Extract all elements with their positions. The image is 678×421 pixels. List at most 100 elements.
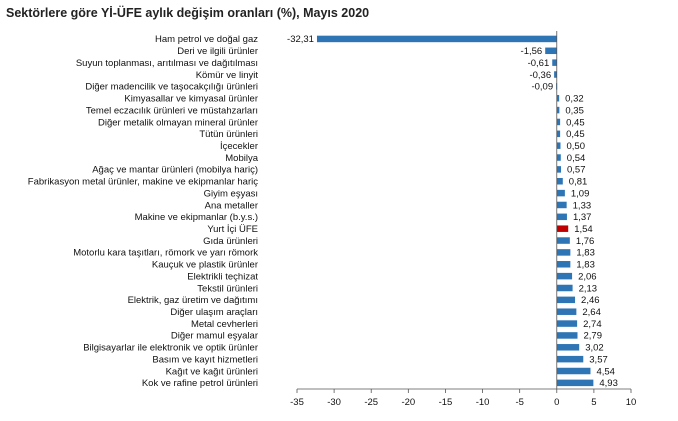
category-label-27: Basım ve kayıt hizmetleri — [152, 354, 258, 365]
category-label-2: Suyun toplanması, arıtılması ve dağıtılm… — [76, 58, 258, 69]
x-tick-label-8: 5 — [591, 397, 596, 408]
value-label-19: 1,83 — [576, 260, 595, 271]
bar-12 — [556, 178, 563, 185]
value-label-24: 2,74 — [583, 319, 602, 330]
bar-29 — [556, 379, 594, 387]
bar-19 — [556, 261, 571, 268]
bar-17 — [556, 237, 570, 244]
value-label-17: 1,76 — [576, 236, 595, 247]
x-tick-label-1: -30 — [327, 397, 341, 408]
value-label-28: 4,54 — [596, 366, 615, 377]
category-label-4: Diğer madencilik ve taşocakçılığı ürünle… — [85, 82, 258, 93]
value-label-10: 0,54 — [567, 153, 586, 164]
category-label-11: Ağaç ve mantar ürünleri (mobilya hariç) — [92, 165, 258, 176]
x-tick-label-0: -35 — [290, 397, 304, 408]
value-label-26: 3,02 — [585, 343, 604, 354]
value-label-4: -0,09 — [531, 82, 553, 93]
category-label-3: Kömür ve linyit — [196, 70, 259, 81]
value-label-2: -0,61 — [528, 58, 550, 69]
bar-8 — [556, 130, 561, 138]
category-label-24: Metal cevherleri — [191, 319, 258, 330]
value-label-0: -32,31 — [287, 34, 314, 45]
bar-14 — [556, 201, 567, 209]
x-tick-label-2: -25 — [364, 397, 378, 408]
bar-5 — [556, 94, 560, 102]
value-label-27: 3,57 — [589, 354, 608, 365]
bar-10 — [556, 154, 561, 161]
bar-25 — [556, 332, 578, 339]
bar-2 — [552, 59, 557, 66]
bar-9 — [556, 142, 561, 149]
category-label-18: Motorlu kara taşıtları, römork ve yarı r… — [73, 248, 258, 259]
bar-23 — [556, 308, 577, 315]
category-label-6: Temel eczacılık ürünleri ve müstahzarlar… — [86, 105, 258, 116]
bar-13 — [556, 189, 565, 197]
x-tick-label-3: -20 — [401, 397, 415, 408]
category-label-16: Yurt İçi ÜFE — [207, 224, 258, 235]
category-label-22: Elektrik, gaz üretim ve dağıtımı — [128, 295, 258, 306]
value-label-25: 2,79 — [583, 331, 602, 342]
value-label-21: 2,13 — [579, 283, 598, 294]
bar-6 — [556, 106, 560, 114]
value-label-20: 2,06 — [578, 271, 597, 282]
value-label-1: -1,56 — [521, 46, 543, 57]
value-label-29: 4,93 — [599, 378, 618, 389]
bar-26 — [556, 344, 580, 351]
category-label-12: Fabrikasyon metal ürünler, makine ve eki… — [28, 177, 258, 188]
bar-11 — [556, 166, 562, 173]
value-label-7: 0,45 — [566, 117, 585, 128]
category-label-19: Kauçuk ve plastik ürünler — [152, 260, 258, 271]
value-label-5: 0,32 — [565, 94, 584, 105]
value-label-9: 0,50 — [566, 141, 585, 152]
x-tick-label-7: 0 — [554, 397, 559, 408]
category-label-5: Kimyasallar ve kimyasal ürünler — [124, 94, 258, 105]
bar-15 — [556, 213, 567, 221]
category-label-29: Kok ve rafine petrol ürünleri — [142, 378, 258, 389]
category-label-15: Makine ve ekipmanlar (b.y.s.) — [135, 212, 258, 223]
value-label-11: 0,57 — [567, 165, 586, 176]
value-label-16: 1,54 — [574, 224, 593, 235]
value-label-15: 1,37 — [573, 212, 592, 223]
category-label-21: Tekstil ürünleri — [197, 283, 258, 294]
x-tick-label-6: -5 — [515, 397, 523, 408]
bar-22 — [556, 296, 576, 304]
category-label-26: Bilgisayarlar ile elektronik ve optik ür… — [83, 343, 258, 354]
category-label-1: Deri ve ilgili ürünler — [177, 46, 258, 57]
category-label-10: Mobilya — [225, 153, 258, 164]
category-label-13: Giyim eşyası — [204, 188, 258, 199]
bar-21 — [556, 284, 573, 292]
value-label-18: 1,83 — [576, 248, 595, 259]
value-label-8: 0,45 — [566, 129, 585, 140]
bar-7 — [556, 118, 561, 126]
category-label-9: İçecekler — [220, 141, 258, 152]
value-label-13: 1,09 — [571, 188, 590, 199]
category-label-14: Ana metaller — [205, 200, 258, 211]
x-tick-label-9: 10 — [626, 397, 637, 408]
bar-3 — [554, 71, 557, 78]
category-label-25: Diğer mamul eşyalar — [171, 331, 258, 342]
category-label-28: Kağıt ve kağıt ürünleri — [166, 366, 258, 377]
x-tick-label-5: -10 — [476, 397, 490, 408]
bar-28 — [556, 367, 591, 375]
value-label-12: 0,81 — [569, 177, 588, 188]
bar-16 — [556, 225, 569, 232]
category-label-7: Diğer metalik olmayan mineral ürünler — [98, 117, 258, 128]
x-tick-label-4: -15 — [439, 397, 453, 408]
value-label-14: 1,33 — [573, 200, 592, 211]
category-label-17: Gıda ürünleri — [203, 236, 258, 247]
value-label-23: 2,64 — [582, 307, 601, 318]
value-label-3: -0,36 — [529, 70, 551, 81]
category-label-0: Ham petrol ve doğal gaz — [155, 34, 258, 45]
category-label-23: Diğer ulaşım araçları — [170, 307, 258, 318]
bar-20 — [556, 272, 573, 280]
value-label-22: 2,46 — [581, 295, 600, 306]
category-label-8: Tütün ürünleri — [199, 129, 258, 140]
bar-27 — [556, 355, 584, 363]
value-label-6: 0,35 — [565, 105, 584, 116]
bar-1 — [545, 47, 557, 55]
bar-24 — [556, 320, 578, 327]
bar-0 — [316, 35, 557, 43]
category-label-20: Elektrikli teçhizat — [187, 271, 258, 282]
bar-18 — [556, 249, 571, 256]
